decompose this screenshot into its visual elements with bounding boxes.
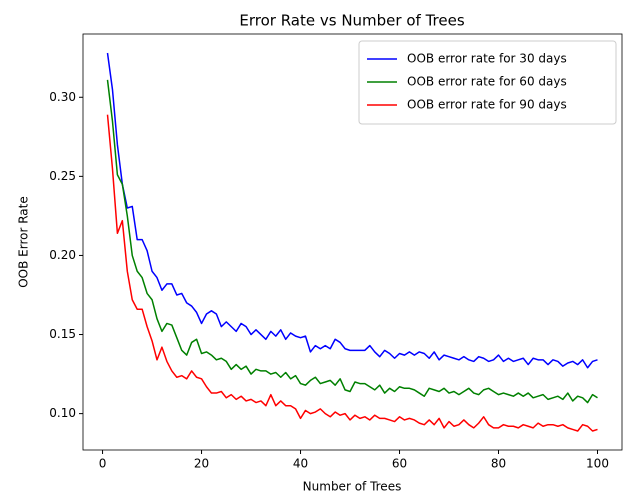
- x-tick-label: 0: [99, 457, 107, 471]
- chart-title: Error Rate vs Number of Trees: [239, 12, 464, 30]
- y-tick-label: 0.15: [49, 327, 76, 341]
- plot-frame: [82, 33, 623, 451]
- x-tick-label: 40: [293, 457, 308, 471]
- legend-label: OOB error rate for 30 days: [407, 52, 567, 66]
- legend-box: [358, 40, 617, 125]
- series-line: [106, 114, 598, 432]
- legend-label: OOB error rate for 60 days: [407, 75, 567, 89]
- y-tick-label: 0.25: [49, 169, 76, 183]
- x-tick-label: 80: [491, 457, 506, 471]
- x-tick-label: 20: [194, 457, 209, 471]
- x-tick-label: 100: [586, 457, 609, 471]
- series-line: [106, 52, 598, 369]
- y-tick-label: 0.10: [49, 406, 76, 420]
- x-tick-label: 60: [392, 457, 407, 471]
- series-line: [106, 79, 598, 404]
- legend-label: OOB error rate for 90 days: [407, 98, 567, 112]
- y-tick-label: 0.20: [49, 248, 76, 262]
- y-tick-label: 0.30: [49, 90, 76, 104]
- x-axis-label: Number of Trees: [303, 480, 402, 494]
- y-axis-label: OOB Error Rate: [17, 196, 31, 288]
